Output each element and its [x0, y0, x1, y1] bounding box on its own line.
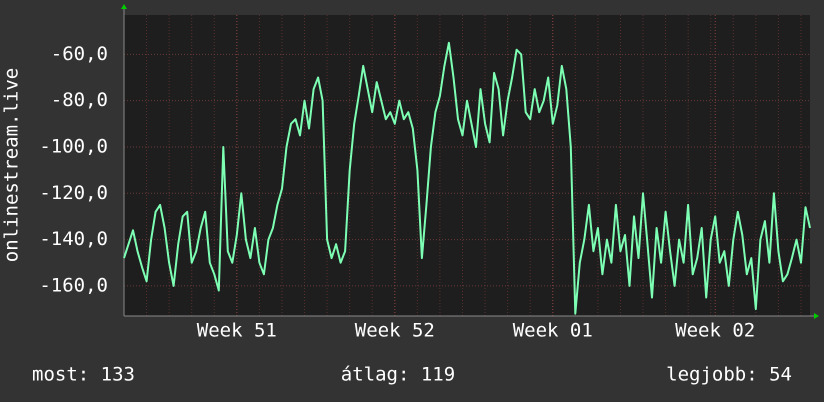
x-tick-label: Week 52: [355, 320, 435, 342]
stat-current: most: 133: [32, 364, 135, 386]
data-line: [123, 41, 811, 315]
stat-average: átlag: 119: [341, 364, 455, 386]
axis-arrow: [121, 4, 127, 9]
y-tick-label: -140,0: [39, 228, 108, 250]
y-axis-label: onlinestream.live: [1, 68, 23, 262]
y-tick-label: -160,0: [39, 274, 108, 296]
x-tick-label: Week 51: [197, 320, 277, 342]
y-tick-label: -80,0: [51, 89, 108, 111]
y-tick-label: -60,0: [51, 43, 108, 65]
plot-area: [124, 15, 810, 316]
y-tick-label: -100,0: [39, 135, 108, 157]
y-tick-label: -120,0: [39, 182, 108, 204]
stat-max: legjobb: 54: [666, 364, 792, 386]
x-tick-label: Week 02: [675, 320, 755, 342]
x-tick-label: Week 01: [513, 320, 593, 342]
axis-arrow: [814, 313, 819, 319]
